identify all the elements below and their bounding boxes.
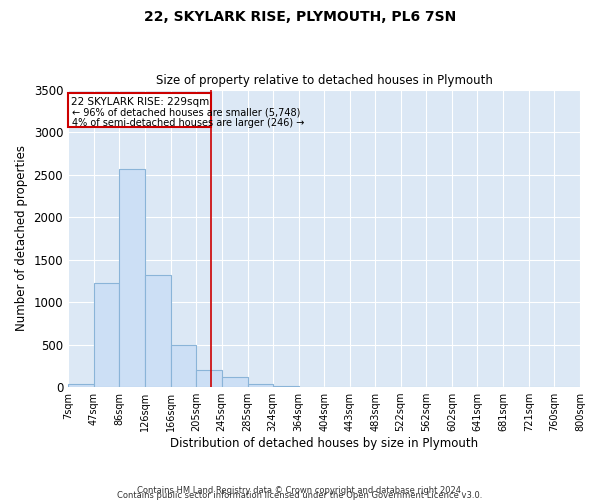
Bar [221,378,248,387]
Bar [119,170,145,387]
Bar [94,284,119,387]
Text: 22 SKYLARK RISE: 229sqm: 22 SKYLARK RISE: 229sqm [71,97,209,107]
Text: 22, SKYLARK RISE, PLYMOUTH, PL6 7SN: 22, SKYLARK RISE, PLYMOUTH, PL6 7SN [144,10,456,24]
Text: Contains HM Land Registry data © Crown copyright and database right 2024.: Contains HM Land Registry data © Crown c… [137,486,463,495]
Text: Contains public sector information licensed under the Open Government Licence v3: Contains public sector information licen… [118,491,482,500]
Bar [145,275,170,387]
Bar [68,93,211,127]
Bar [196,370,221,387]
Title: Size of property relative to detached houses in Plymouth: Size of property relative to detached ho… [155,74,493,87]
Y-axis label: Number of detached properties: Number of detached properties [15,146,28,332]
Text: ← 96% of detached houses are smaller (5,748): ← 96% of detached houses are smaller (5,… [72,108,300,118]
Text: 4% of semi-detached houses are larger (246) →: 4% of semi-detached houses are larger (2… [72,118,304,128]
Bar [170,346,196,387]
Bar [272,386,299,387]
X-axis label: Distribution of detached houses by size in Plymouth: Distribution of detached houses by size … [170,437,478,450]
Bar [248,384,272,387]
Bar [68,384,94,387]
